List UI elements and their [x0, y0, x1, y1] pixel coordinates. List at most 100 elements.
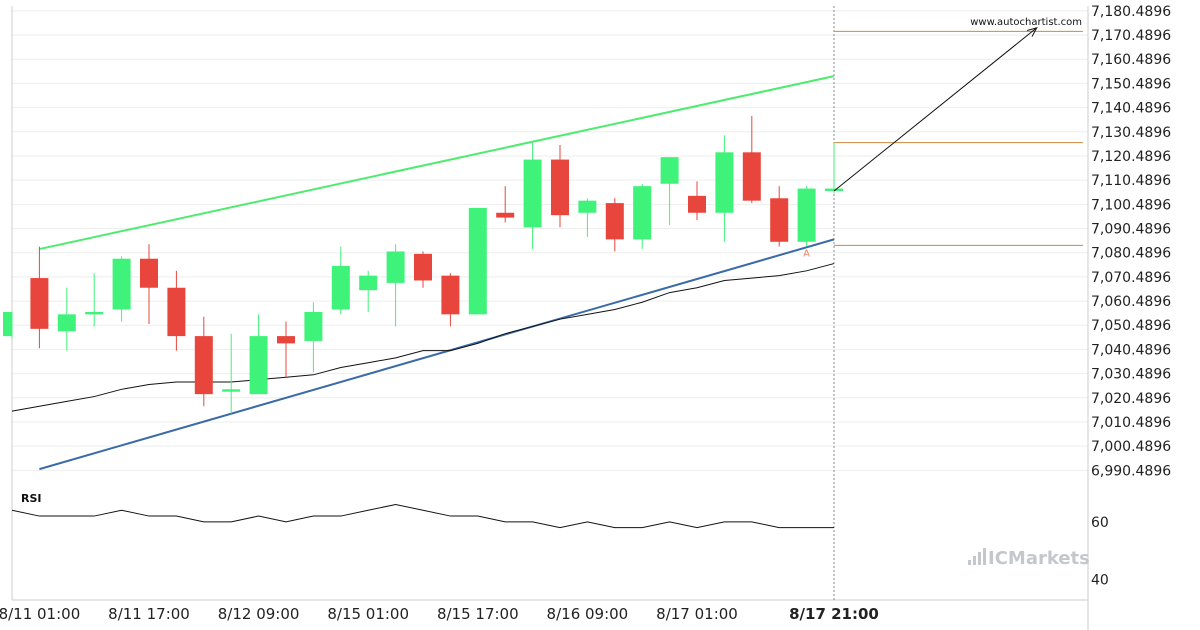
candle — [715, 135, 734, 242]
candle — [331, 246, 350, 315]
candle-body — [770, 198, 789, 242]
brand-bar-icon — [983, 548, 986, 565]
candle-body — [633, 186, 652, 240]
candle-body — [331, 265, 350, 310]
brand-bar-icon — [973, 556, 976, 565]
candle-body — [496, 212, 515, 218]
candle — [112, 256, 131, 322]
forecast-arrow-head — [1027, 26, 1038, 37]
y-tick-label: 7,040.4896 — [1091, 342, 1171, 358]
rsi-label: RSI — [21, 492, 42, 505]
x-tick-label: 8/16 09:00 — [547, 605, 629, 623]
rsi-tick-label: 40 — [1091, 573, 1109, 589]
y-tick-label: 7,050.4896 — [1091, 318, 1171, 334]
candle-body — [140, 258, 158, 288]
y-tick-label: 6,990.4896 — [1091, 463, 1171, 479]
candle-body — [30, 278, 49, 329]
candle — [496, 186, 515, 223]
candles — [3, 116, 843, 414]
y-tick-label: 7,150.4896 — [1091, 76, 1171, 92]
candle-body — [304, 311, 323, 341]
candle-body — [277, 336, 295, 344]
forecast-overlay: A — [803, 26, 1038, 259]
candle — [167, 270, 186, 351]
brand-bar-icon — [978, 552, 981, 565]
candle — [140, 244, 158, 325]
candle-body — [441, 275, 460, 315]
y-tick-label: 7,090.4896 — [1091, 222, 1171, 238]
price-levels — [834, 30, 1083, 246]
axes — [11, 6, 1089, 630]
x-tick-label: 8/17 01:00 — [656, 605, 738, 623]
candle — [468, 207, 487, 315]
candle-body — [194, 336, 213, 395]
candle-body — [742, 152, 761, 201]
y-tick-label: 7,170.4896 — [1091, 28, 1171, 44]
y-tick-label: 7,080.4896 — [1091, 246, 1171, 262]
candle-body — [523, 159, 542, 228]
candle-body — [660, 157, 679, 184]
candle — [770, 186, 789, 247]
x-tick-label: 8/15 17:00 — [437, 605, 519, 623]
brand-name: ICMarkets — [988, 548, 1090, 569]
candle — [660, 157, 679, 225]
trend-channel — [39, 75, 835, 471]
candle — [222, 333, 241, 414]
watermark: www.autochartist.com — [970, 17, 1082, 28]
candle — [30, 246, 49, 349]
brand-logo: ICMarkets — [968, 548, 1090, 569]
candle-body — [715, 152, 734, 213]
y-tick-label: 7,130.4896 — [1091, 125, 1171, 141]
y-axis-ticks: 7,180.4896 7,170.4896 7,160.4896 7,150.4896… — [1091, 4, 1171, 479]
candle — [3, 311, 13, 339]
candle-body — [551, 159, 569, 216]
grid-lines — [12, 10, 1088, 471]
candle-body — [688, 195, 706, 213]
candle-body — [578, 200, 597, 213]
y-tick-label: 7,100.4896 — [1091, 197, 1171, 213]
moving-average-line — [11, 263, 835, 412]
y-tick-label: 7,120.4896 — [1091, 149, 1171, 165]
pattern-point-label: A — [803, 248, 810, 259]
candle — [578, 198, 597, 237]
candle-body — [386, 251, 405, 283]
candle — [633, 183, 652, 250]
candle — [57, 287, 76, 351]
y-tick-label: 7,160.4896 — [1091, 52, 1171, 68]
candle-body — [249, 336, 268, 395]
candle — [194, 316, 213, 407]
candle-body — [414, 253, 432, 281]
y-tick-label: 7,000.4896 — [1091, 439, 1171, 455]
rsi-panel: RSI 60 40 — [11, 492, 1109, 589]
y-tick-label: 7,020.4896 — [1091, 391, 1171, 407]
candle — [551, 145, 569, 228]
candle — [414, 251, 432, 288]
candle-body — [825, 188, 843, 192]
y-tick-label: 7,030.4896 — [1091, 367, 1171, 383]
candle-body — [3, 311, 12, 337]
y-tick-label: 7,180.4896 — [1091, 4, 1171, 20]
x-tick-label: 8/15 01:00 — [327, 605, 409, 623]
x-axis-ticks: 8/11 01:00 8/11 17:00 8/12 09:00 8/15 01:00… — [0, 605, 879, 623]
candle-body — [797, 188, 816, 242]
forecast-arrow-line — [833, 27, 1038, 192]
channel-upper-line — [39, 75, 835, 251]
rsi-tick-label: 60 — [1091, 515, 1109, 531]
candle — [359, 270, 378, 312]
candle-body — [222, 389, 241, 392]
y-tick-label: 7,060.4896 — [1091, 294, 1171, 310]
candle-body — [468, 207, 487, 315]
candle — [523, 142, 542, 250]
x-tick-label: 8/11 01:00 — [0, 605, 80, 623]
candle — [797, 186, 816, 247]
candle-body — [359, 275, 378, 291]
candle — [85, 273, 104, 327]
candle-body — [57, 314, 76, 332]
brand-bar-icon — [968, 560, 971, 565]
x-tick-label: 8/11 17:00 — [108, 605, 190, 623]
rsi-line — [11, 503, 834, 529]
candle — [605, 198, 624, 252]
candle — [441, 273, 460, 327]
y-tick-label: 7,010.4896 — [1091, 415, 1171, 431]
